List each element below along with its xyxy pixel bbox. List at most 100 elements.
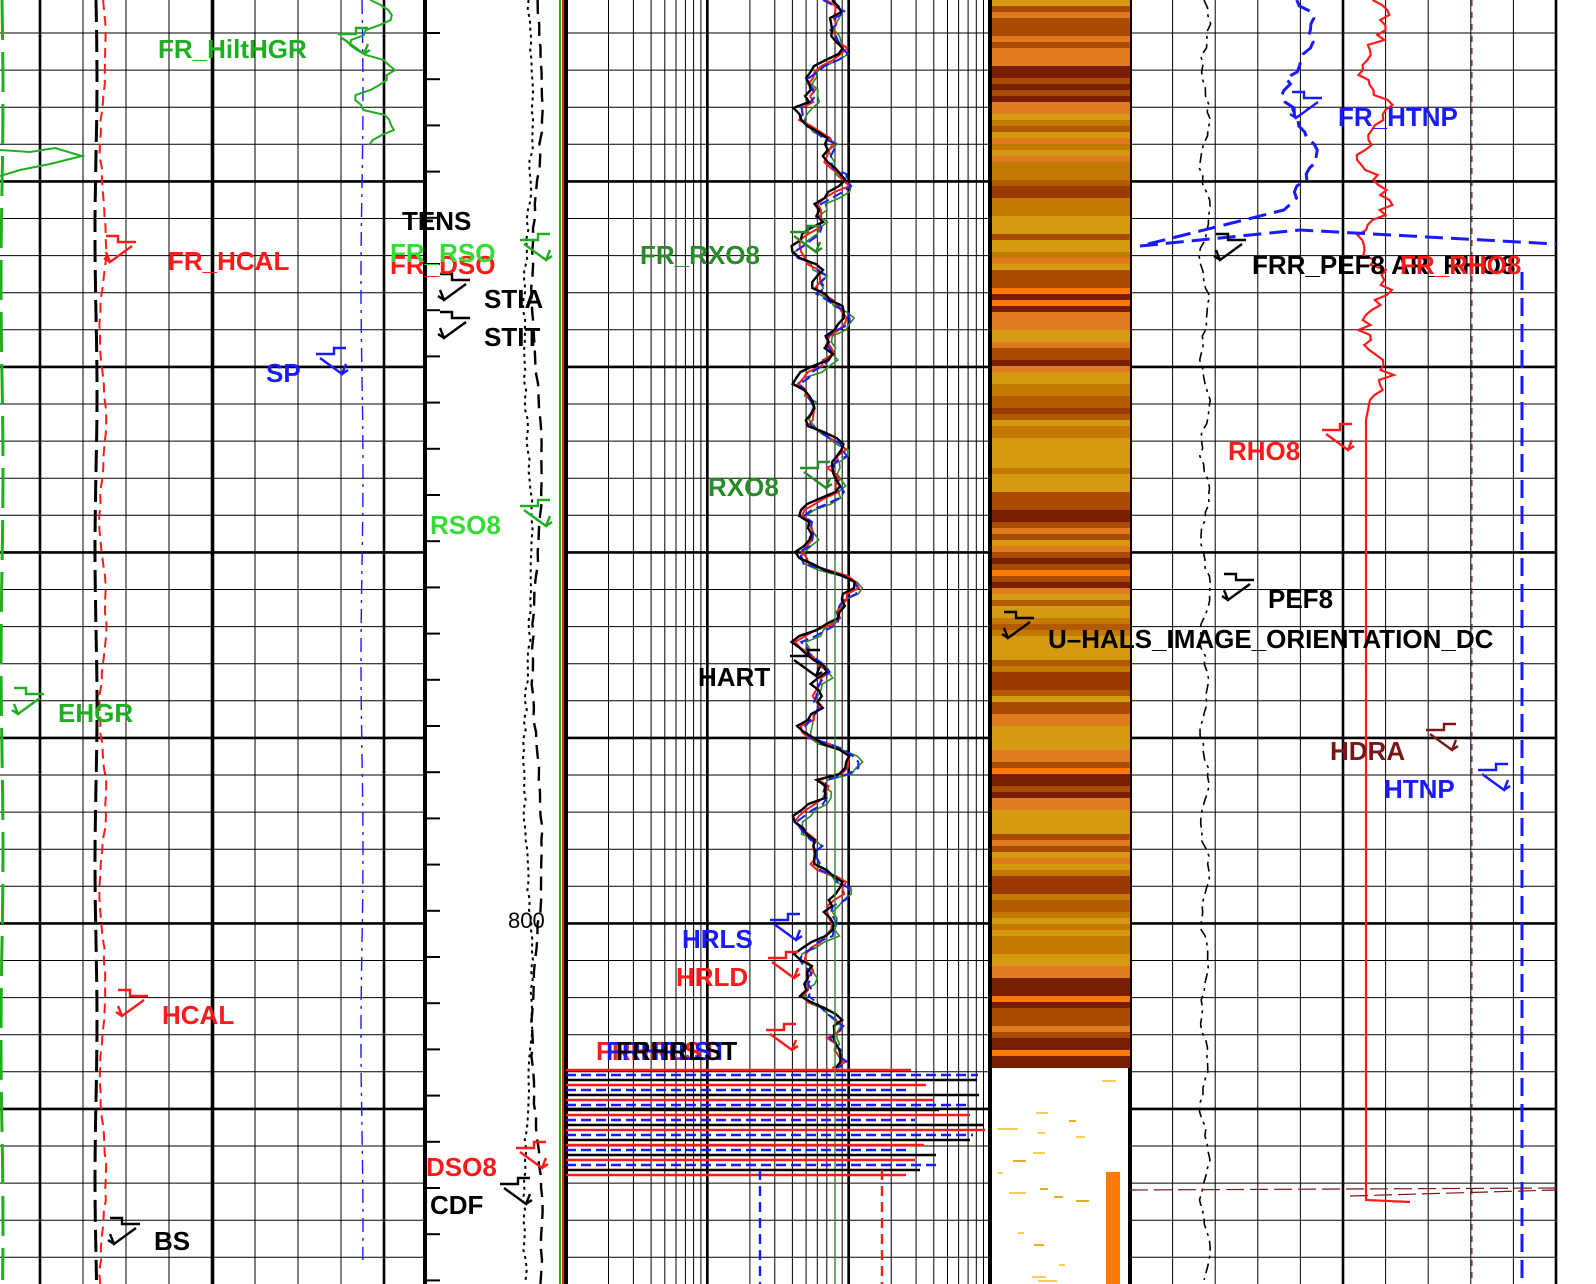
label-RHO8: RHO8 — [1228, 436, 1300, 466]
image-band — [992, 936, 1130, 942]
image-band — [992, 216, 1130, 222]
image-band — [992, 732, 1130, 738]
image-band — [992, 720, 1130, 726]
flag-EHGR — [11, 686, 44, 716]
label-SP: SP — [266, 358, 301, 388]
image-band — [992, 498, 1130, 504]
image-band — [992, 534, 1130, 540]
image-band — [992, 30, 1130, 36]
image-band — [992, 456, 1130, 462]
label-FR_HRLS: FRHRLST — [606, 1036, 727, 1066]
image-band — [992, 96, 1130, 102]
image-band — [992, 264, 1130, 270]
curve-HART — [789, 0, 856, 1069]
label-U-HALS_IMAGE_ORIENTATION_DC: U–HALS_IMAGE_ORIENTATION_DC — [1048, 624, 1494, 654]
image-band — [992, 252, 1130, 258]
image-band — [992, 222, 1130, 228]
label-FR_RHO8: FR_RHO8 — [1400, 250, 1521, 280]
label-FR_HiltHGR: FR_HiltHGR — [158, 34, 307, 64]
label-CDF: CDF — [430, 1190, 483, 1220]
flag-RXO8 — [800, 460, 833, 490]
image-band — [992, 984, 1130, 990]
image-band — [998, 1172, 1003, 1174]
image-band — [992, 192, 1130, 198]
image-band — [992, 108, 1130, 114]
image-band — [992, 246, 1130, 252]
image-band — [992, 588, 1130, 594]
image-band — [992, 798, 1130, 804]
image-band — [992, 204, 1130, 210]
image-band — [992, 324, 1130, 330]
image-band — [1076, 1200, 1089, 1202]
flag-DSO8 — [516, 1140, 549, 1170]
label-HRLS: HRLS — [682, 924, 753, 954]
image-band — [992, 648, 1130, 654]
image-band — [992, 270, 1130, 276]
image-band — [992, 948, 1130, 954]
image-band — [1069, 1120, 1076, 1122]
flag-FR_HCAL — [103, 234, 136, 264]
label-FR_PEF8-FR_RHO8: FRR_PEF8 AR_RHO8 — [1252, 250, 1515, 280]
flag-PEF8 — [1221, 572, 1254, 602]
curve-TENS — [521, 0, 535, 1281]
image-band — [1032, 1276, 1046, 1278]
image-band — [992, 528, 1130, 534]
image-band — [992, 300, 1130, 306]
curve-PEF8 — [1198, 0, 1212, 1281]
flag-FR_PEF8 — [1213, 232, 1246, 262]
flag-BS — [107, 1216, 140, 1246]
image-band — [992, 1062, 1130, 1068]
label-PEF8: PEF8 — [1268, 584, 1333, 614]
image-band — [992, 24, 1130, 30]
image-band — [992, 966, 1130, 972]
image-band — [992, 114, 1130, 120]
image-band — [992, 282, 1130, 288]
image-band — [992, 762, 1130, 768]
image-band — [992, 990, 1130, 996]
image-band — [992, 864, 1130, 870]
image-band — [992, 540, 1130, 546]
image-band — [1102, 1080, 1116, 1082]
image-band — [992, 354, 1130, 360]
image-band — [992, 396, 1130, 402]
curve-label-flags — [11, 26, 1511, 1246]
image-band — [992, 894, 1130, 900]
curve-HCAL — [98, 0, 108, 1284]
image-band — [992, 1008, 1130, 1014]
image-band — [992, 102, 1130, 108]
label-RXO8: RXO8 — [708, 472, 779, 502]
curve-labels: FR_HiltHGR FR_HCAL SP EHGR HCAL BS TENS … — [58, 34, 1521, 1256]
image-band — [992, 450, 1130, 456]
image-band — [992, 174, 1130, 180]
image-band — [992, 996, 1130, 1002]
image-band — [992, 486, 1130, 492]
image-band — [992, 306, 1130, 312]
label-HRLD: HRLD — [676, 962, 748, 992]
image-band — [992, 1002, 1130, 1008]
label-TENS: TENS — [402, 206, 471, 236]
label-HDRA: HDRA — [1330, 736, 1405, 766]
curve-HDRA — [1349, 1189, 1557, 1197]
image-band — [992, 678, 1130, 684]
image-band — [992, 714, 1130, 720]
image-band — [992, 564, 1130, 570]
label-FR_HCAL: FR_HCAL — [168, 246, 289, 276]
image-band — [992, 186, 1130, 192]
flag-RHO8 — [1322, 422, 1355, 452]
image-band — [992, 12, 1130, 18]
image-band — [992, 744, 1130, 750]
flag-STIT — [437, 310, 470, 340]
label-HTNP: HTNP — [1384, 774, 1455, 804]
image-band — [992, 912, 1130, 918]
curve-FR_HiltHGR — [348, 0, 397, 146]
image-band — [992, 1026, 1130, 1032]
image-band — [992, 330, 1130, 336]
curve-RHO8 — [1355, 0, 1411, 1204]
image-band — [992, 438, 1130, 444]
image-band — [992, 66, 1130, 72]
image-band — [997, 1128, 1018, 1130]
curve-EHGR — [0, 0, 5, 1281]
label-FR_HRLD: FRHRLST — [596, 1036, 717, 1066]
image-band — [992, 960, 1130, 966]
image-band — [992, 378, 1130, 384]
